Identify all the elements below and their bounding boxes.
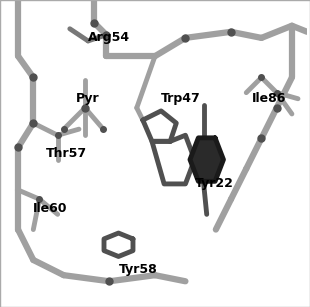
Text: Ile60: Ile60 xyxy=(33,202,68,215)
Text: Tyr58: Tyr58 xyxy=(118,262,157,276)
Text: Trp47: Trp47 xyxy=(161,92,201,105)
Text: Arg54: Arg54 xyxy=(88,31,130,45)
Text: Thr57: Thr57 xyxy=(46,147,86,160)
Polygon shape xyxy=(190,138,224,181)
Text: Ile86: Ile86 xyxy=(252,92,287,105)
Text: Pyr: Pyr xyxy=(76,92,100,105)
Text: Tyr22: Tyr22 xyxy=(195,177,233,190)
